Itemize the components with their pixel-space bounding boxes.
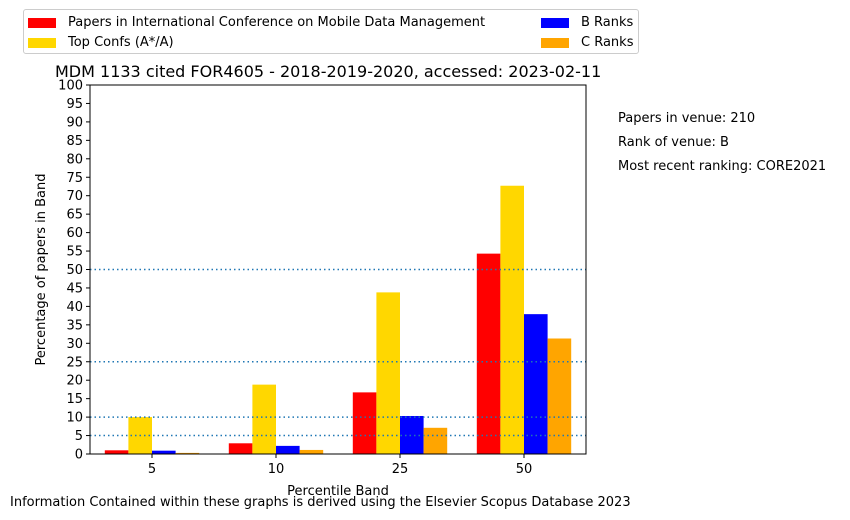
bar-top-25 — [376, 292, 400, 454]
x-tick-label-25: 25 — [392, 462, 409, 477]
legend-label-mdm: Papers in International Conference on Mo… — [68, 15, 486, 30]
y-tick-label-10: 10 — [66, 411, 83, 426]
y-tick-label-15: 15 — [66, 392, 83, 407]
bar-top-50 — [500, 185, 524, 454]
bar-b-25 — [400, 415, 424, 454]
y-tick-label-70: 70 — [66, 189, 83, 204]
legend-swatch-mdm — [28, 18, 56, 28]
x-tick-label-10: 10 — [268, 462, 285, 477]
y-tick-label-30: 30 — [66, 337, 83, 352]
y-tick-label-100: 100 — [58, 79, 83, 94]
data-source-note: Information Contained within these graph… — [10, 495, 631, 510]
legend-label-top-confs: Top Confs (A*/A) — [68, 35, 174, 50]
y-tick-label-50: 50 — [66, 263, 83, 278]
y-tick-label-90: 90 — [66, 115, 83, 130]
y-axis-label: Percentage of papers in Band — [34, 173, 49, 365]
bar-b-50 — [524, 314, 548, 454]
legend-swatch-top-confs — [28, 38, 56, 48]
bar-c-50 — [547, 338, 572, 454]
y-tick-label-85: 85 — [66, 134, 83, 149]
bar-c-5 — [175, 452, 200, 454]
y-tick-label-0: 0 — [75, 448, 83, 463]
y-tick-label-80: 80 — [66, 152, 83, 167]
legend-swatch-c-ranks — [541, 38, 569, 48]
y-tick-label-75: 75 — [66, 171, 83, 186]
y-tick-label-60: 60 — [66, 226, 83, 241]
bar-b-5 — [152, 450, 176, 454]
chart-title: MDM 1133 cited FOR4605 - 2018-2019-2020,… — [55, 62, 602, 81]
recent-ranking-note: Most recent ranking: CORE2021 — [618, 159, 827, 174]
bar-papers-5 — [104, 450, 129, 454]
venue-rank-note: Rank of venue: B — [618, 135, 729, 150]
y-tick-label-45: 45 — [66, 281, 83, 296]
y-tick-label-20: 20 — [66, 374, 83, 389]
x-axis-label: Percentile Band — [287, 484, 389, 499]
legend-swatch-b-ranks — [541, 18, 569, 28]
y-tick-label-55: 55 — [66, 245, 83, 260]
bar-top-10 — [252, 384, 276, 454]
y-tick-label-65: 65 — [66, 208, 83, 223]
papers-in-venue-note: Papers in venue: 210 — [618, 111, 756, 126]
y-tick-label-40: 40 — [66, 300, 83, 315]
legend: Papers in International Conference on Mo… — [23, 9, 639, 54]
bar-papers-50 — [476, 253, 501, 454]
y-tick-label-35: 35 — [66, 318, 83, 333]
x-tick-label-50: 50 — [516, 462, 533, 477]
bar-papers-10 — [228, 443, 253, 454]
y-tick-label-5: 5 — [75, 429, 83, 444]
legend-label-b-ranks: B Ranks — [581, 15, 634, 30]
bar-c-10 — [299, 449, 324, 454]
bar-papers-25 — [352, 392, 377, 454]
x-tick-label-5: 5 — [148, 462, 156, 477]
bar-b-10 — [276, 445, 300, 454]
y-tick-label-25: 25 — [66, 355, 83, 370]
y-tick-label-95: 95 — [66, 97, 83, 112]
bar-c-25 — [423, 427, 448, 454]
legend-label-c-ranks: C Ranks — [581, 35, 634, 50]
